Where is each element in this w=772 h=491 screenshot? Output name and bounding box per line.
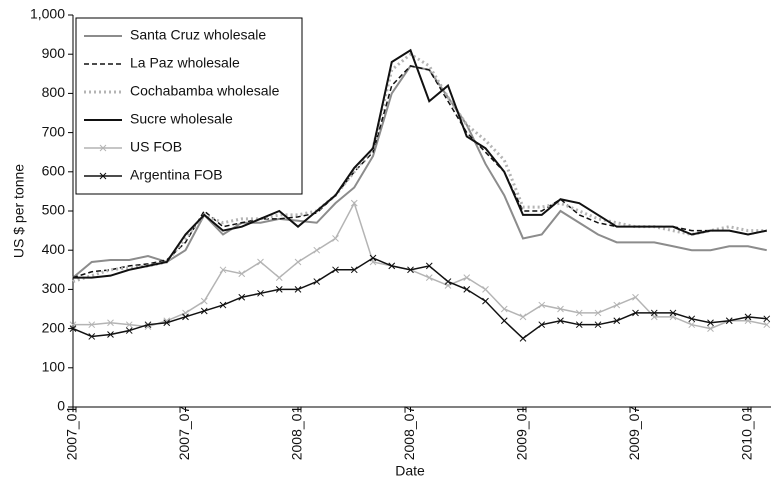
marker xyxy=(632,309,639,317)
marker xyxy=(200,297,208,305)
marker xyxy=(575,321,583,329)
marker xyxy=(125,327,133,334)
x-tick-label: 2007_01 xyxy=(64,406,80,461)
legend-label: Argentina FOB xyxy=(130,167,223,183)
marker xyxy=(107,319,114,327)
marker xyxy=(332,266,339,274)
marker xyxy=(88,333,96,340)
marker xyxy=(219,266,227,274)
marker xyxy=(688,321,696,329)
marker xyxy=(519,313,527,321)
y-tick-label: 900 xyxy=(42,45,66,61)
marker xyxy=(182,313,189,321)
marker xyxy=(294,286,302,293)
legend-label: US FOB xyxy=(130,139,182,155)
series-line xyxy=(72,52,767,283)
legend-label: Cochabamba wholesale xyxy=(130,83,280,99)
marker xyxy=(88,321,96,329)
marker xyxy=(557,305,564,313)
marker xyxy=(425,262,433,270)
marker xyxy=(632,293,639,301)
marker xyxy=(388,262,396,270)
marker xyxy=(125,321,133,329)
marker xyxy=(500,317,508,325)
marker xyxy=(294,258,302,266)
legend-label: La Paz wholesale xyxy=(130,55,240,71)
marker xyxy=(313,278,321,285)
marker xyxy=(257,289,264,297)
marker xyxy=(463,274,471,281)
legend-box xyxy=(75,17,303,195)
marker xyxy=(669,309,677,317)
marker xyxy=(350,199,358,207)
y-tick-label: 200 xyxy=(42,319,66,335)
marker xyxy=(482,286,489,293)
marker xyxy=(613,317,621,325)
x-tick-label: 2008_01 xyxy=(289,406,305,461)
y-tick-label: 500 xyxy=(42,202,66,218)
series-line xyxy=(72,257,767,340)
y-tick-label: 100 xyxy=(42,359,66,375)
marker xyxy=(444,278,452,285)
marker xyxy=(200,307,208,315)
legend-marker xyxy=(99,144,107,152)
marker xyxy=(332,235,339,242)
marker xyxy=(163,319,171,327)
legend-label: Sucre wholesale xyxy=(130,111,233,127)
marker xyxy=(369,254,377,262)
y-tick-label: 700 xyxy=(42,123,66,139)
marker xyxy=(144,321,152,329)
y-tick-label: 0 xyxy=(57,398,65,414)
marker xyxy=(425,274,433,281)
x-tick-label: 2008_07 xyxy=(401,406,417,461)
x-tick-label: 2007_07 xyxy=(176,406,192,461)
marker xyxy=(519,335,527,342)
marker xyxy=(594,321,602,329)
marker xyxy=(688,315,696,323)
marker xyxy=(107,331,114,338)
marker xyxy=(763,321,771,329)
marker xyxy=(238,270,246,278)
series-line xyxy=(73,201,767,330)
marker xyxy=(257,258,264,266)
x-tick-label: 2010_01 xyxy=(739,406,755,461)
marker xyxy=(275,286,283,293)
y-tick-label: 300 xyxy=(42,280,66,296)
legend-label: Santa Cruz wholesale xyxy=(130,27,266,43)
marker xyxy=(744,313,752,321)
marker xyxy=(350,266,358,274)
x-axis-title: Date xyxy=(395,463,425,479)
marker xyxy=(219,301,227,309)
x-tick-label: 2009_07 xyxy=(626,406,642,461)
y-tick-label: 400 xyxy=(42,241,66,257)
marker xyxy=(725,317,733,325)
y-tick-label: 1,000 xyxy=(30,6,65,22)
marker xyxy=(557,317,564,325)
y-axis-title: US $ per tonne xyxy=(11,164,27,258)
y-tick-label: 800 xyxy=(42,84,66,100)
marker xyxy=(238,293,246,301)
legend-marker xyxy=(99,172,107,180)
marker xyxy=(538,321,546,329)
marker xyxy=(500,305,508,313)
marker xyxy=(275,274,283,281)
marker xyxy=(482,297,489,305)
y-tick-label: 600 xyxy=(42,163,66,179)
x-tick-label: 2009_01 xyxy=(514,406,530,461)
marker xyxy=(407,266,414,274)
marker xyxy=(707,319,714,327)
marker xyxy=(538,301,546,309)
marker xyxy=(763,315,771,323)
marker xyxy=(707,325,714,332)
marker xyxy=(463,286,471,293)
series-line xyxy=(73,48,767,279)
marker xyxy=(69,325,77,332)
marker xyxy=(650,309,658,317)
marker xyxy=(575,309,583,317)
marker xyxy=(613,301,621,309)
marker xyxy=(313,246,321,254)
marker xyxy=(594,309,602,317)
